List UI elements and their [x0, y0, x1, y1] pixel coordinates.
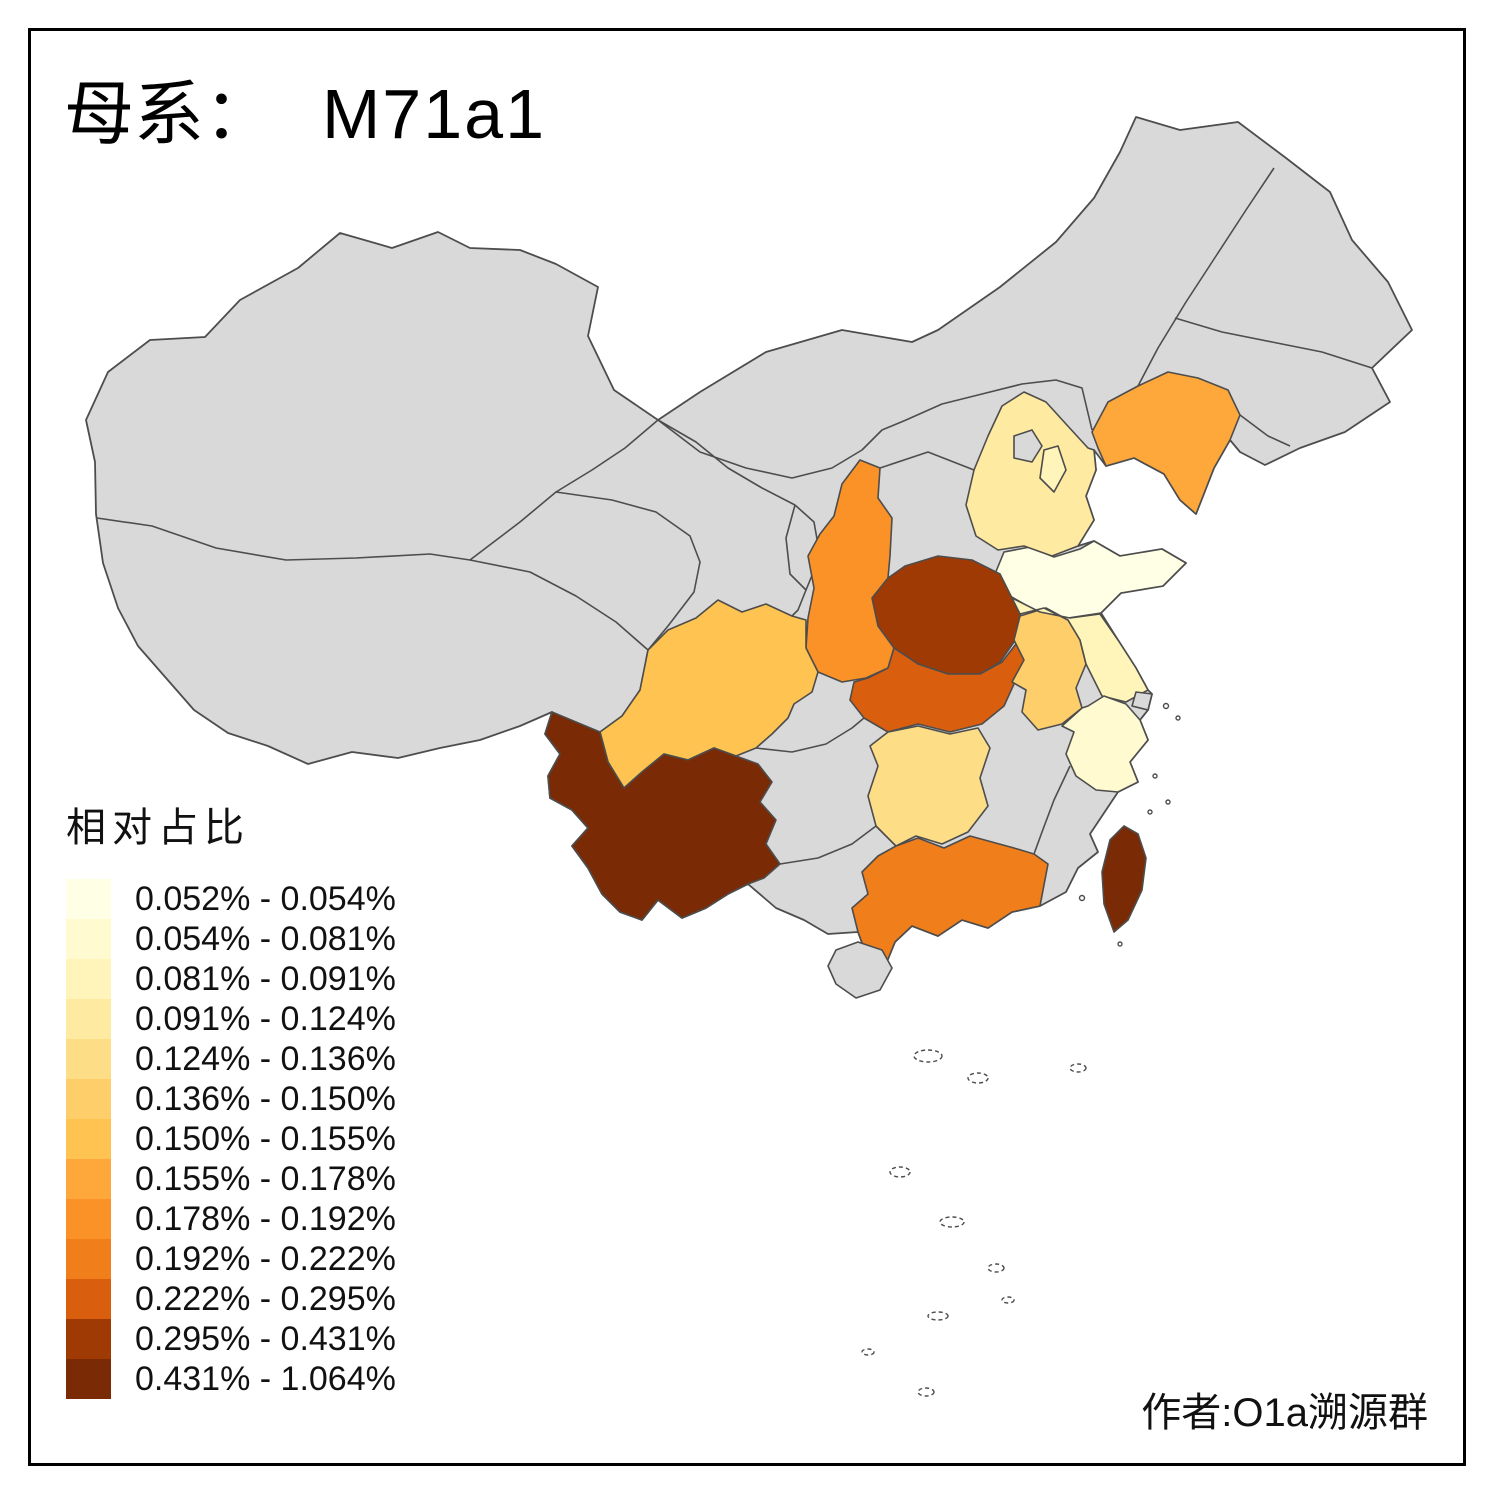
province-hubei — [849, 643, 1027, 733]
border-heilongjiang-jilin — [1174, 317, 1373, 369]
legend-swatch — [66, 999, 111, 1039]
legend-swatch — [66, 879, 111, 919]
sea-islands — [861, 702, 1181, 1397]
border-chongqing-guizhou — [755, 717, 865, 753]
colored-provinces — [544, 371, 1241, 999]
legend-swatch — [66, 1039, 111, 1079]
province-hebei — [965, 391, 1097, 557]
island-outline — [861, 1348, 875, 1356]
province-yunnan — [544, 711, 781, 921]
legend-row: 0.091% - 0.124% — [66, 999, 396, 1039]
legend-label: 0.431% - 1.064% — [135, 1359, 396, 1398]
legend-swatch — [66, 1199, 111, 1239]
border-shanxi-north — [879, 451, 975, 471]
island-outline — [1001, 1296, 1015, 1304]
island-dot — [1147, 809, 1153, 815]
legend-label: 0.091% - 0.124% — [135, 999, 396, 1038]
island-outline — [939, 1216, 965, 1228]
legend-row: 0.222% - 0.295% — [66, 1279, 396, 1319]
province-taiwan — [1101, 825, 1147, 933]
legend-swatch — [66, 959, 111, 999]
legend-row: 0.124% - 0.136% — [66, 1039, 396, 1079]
border-gansu-innermongolia — [657, 419, 796, 506]
island-outline — [917, 1387, 935, 1397]
legend-row: 0.155% - 0.178% — [66, 1159, 396, 1199]
island-outline — [913, 1049, 943, 1063]
title-haplogroup: M71a1 — [322, 75, 547, 153]
legend-row: 0.054% - 0.081% — [66, 919, 396, 959]
border-innermongolia-northeast — [1137, 167, 1275, 387]
island-dot — [1165, 799, 1171, 805]
title-prefix: 母系： — [64, 75, 274, 153]
province-hunan — [867, 725, 991, 847]
legend-swatch — [66, 1079, 111, 1119]
legend-row: 0.295% - 0.431% — [66, 1319, 396, 1359]
legend-swatch — [66, 1319, 111, 1359]
border-tibet-qinghai — [469, 559, 649, 651]
island-dot — [1162, 702, 1170, 710]
legend-row: 0.081% - 0.091% — [66, 959, 396, 999]
legend-label: 0.222% - 0.295% — [135, 1279, 396, 1318]
legend: 相对占比 0.052% - 0.054% 0.054% - 0.081% 0.0… — [66, 795, 396, 1399]
province-zhejiang — [1061, 695, 1149, 793]
province-liaoning — [1091, 371, 1241, 515]
legend-row: 0.192% - 0.222% — [66, 1239, 396, 1279]
island-dot — [1078, 894, 1086, 902]
legend-row: 0.052% - 0.054% — [66, 879, 396, 919]
legend-label: 0.295% - 0.431% — [135, 1319, 396, 1358]
province-jiangsu — [1011, 597, 1149, 703]
legend-label: 0.150% - 0.155% — [135, 1119, 396, 1158]
province-beijing — [1013, 429, 1043, 463]
legend-swatch — [66, 1359, 111, 1399]
legend-row: 0.150% - 0.155% — [66, 1119, 396, 1159]
border-jilin-liaoning — [1239, 414, 1291, 447]
legend-swatch — [66, 919, 111, 959]
map-title: 母系： M71a1 — [64, 58, 546, 159]
legend-label: 0.124% - 0.136% — [135, 1039, 396, 1078]
province-hainan — [827, 941, 893, 999]
legend-label: 0.192% - 0.222% — [135, 1239, 396, 1278]
legend-swatch — [66, 1239, 111, 1279]
border-xinjiang — [96, 419, 659, 561]
legend-row: 0.431% - 1.064% — [66, 1359, 396, 1399]
island-dot — [1152, 773, 1158, 779]
legend-label: 0.052% - 0.054% — [135, 879, 396, 918]
legend-swatch — [66, 1159, 111, 1199]
border-qinghai-gansu — [555, 491, 701, 651]
island-outline — [889, 1166, 911, 1178]
island-outline — [967, 1072, 989, 1084]
island-dot — [1175, 715, 1181, 721]
border-guizhou-guangxi — [779, 825, 877, 865]
legend-label: 0.178% - 0.192% — [135, 1199, 396, 1238]
island-outline — [987, 1263, 1005, 1273]
island-dot — [1117, 941, 1123, 947]
border-gansu-south — [789, 589, 807, 619]
province-guangdong — [851, 835, 1049, 977]
island-outline — [927, 1311, 949, 1321]
province-shanghai — [1131, 691, 1153, 711]
legend-swatch — [66, 1119, 111, 1159]
legend-label: 0.054% - 0.081% — [135, 919, 396, 958]
legend-title: 相对占比 — [66, 806, 250, 850]
author-credit: 作者:O1a溯源群 — [1141, 1391, 1428, 1435]
border-jiangxi-fujian — [1033, 765, 1071, 855]
province-tianjin — [1039, 445, 1067, 493]
legend-label: 0.081% - 0.091% — [135, 959, 396, 998]
legend-label: 0.155% - 0.178% — [135, 1159, 396, 1198]
legend-swatch — [66, 1279, 111, 1319]
legend-label: 0.136% - 0.150% — [135, 1079, 396, 1118]
island-outline — [1069, 1063, 1087, 1073]
border-innermongolia-south — [657, 379, 1093, 479]
legend-row: 0.136% - 0.150% — [66, 1079, 396, 1119]
legend-row: 0.178% - 0.192% — [66, 1199, 396, 1239]
